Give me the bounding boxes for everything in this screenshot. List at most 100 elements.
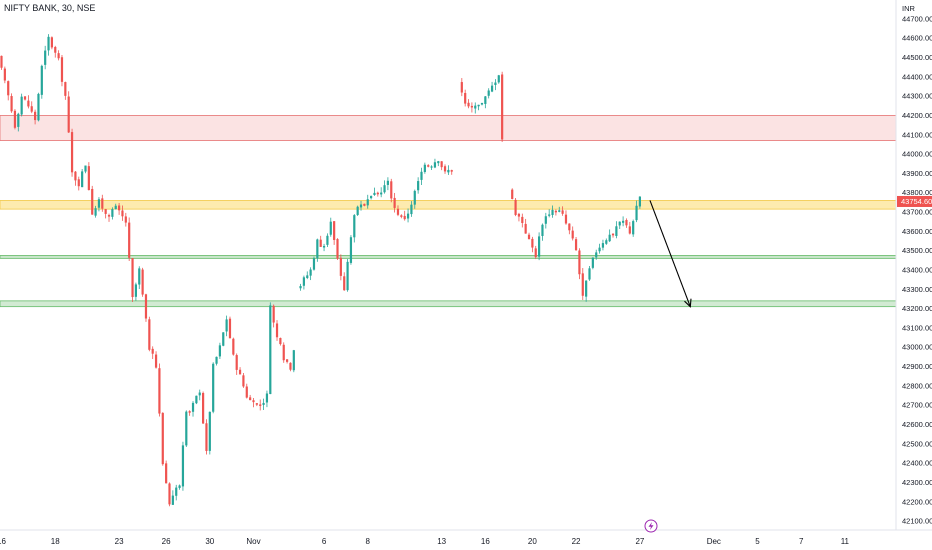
candle xyxy=(363,203,366,207)
candle-body xyxy=(57,53,60,59)
candle-body xyxy=(131,258,134,298)
lightning-bolt-icon[interactable] xyxy=(644,519,658,533)
candle xyxy=(430,165,433,170)
candle-body xyxy=(10,96,13,112)
candle xyxy=(396,205,400,217)
candle xyxy=(17,112,20,132)
candle xyxy=(386,177,389,191)
candle-body xyxy=(501,74,504,140)
candle xyxy=(198,389,201,401)
price-tick-label: 43600.00 xyxy=(902,227,932,236)
candle-body xyxy=(30,106,33,112)
time-tick-label: Dec xyxy=(707,537,721,546)
candle xyxy=(23,95,27,101)
price-tick-label: 43900.00 xyxy=(902,169,932,178)
candle-body xyxy=(144,294,148,319)
candle-body xyxy=(322,245,326,248)
time-axis[interactable]: 16 18 23 26 30 Nov 6 8 13 16 20 22 27 Dec 5 7 11 xyxy=(0,537,850,546)
candle xyxy=(622,216,625,227)
price-tick-label: 44400.00 xyxy=(902,72,932,81)
candle-body xyxy=(185,411,188,446)
candle xyxy=(30,101,33,114)
candle-body xyxy=(299,286,302,289)
candle xyxy=(538,232,541,261)
candle-body xyxy=(403,215,406,220)
candle xyxy=(447,165,450,175)
candle xyxy=(464,89,467,107)
candle-body xyxy=(245,386,248,398)
price-tick-label: 42300.00 xyxy=(902,478,932,487)
price-axis[interactable]: 42100.00 42200.00 42300.00 42400.00 42500.00… xyxy=(902,14,932,525)
candle-body xyxy=(376,192,379,195)
candle-body xyxy=(175,487,178,496)
candle-body xyxy=(632,221,635,235)
candle xyxy=(138,266,141,290)
candle xyxy=(228,316,232,339)
candle xyxy=(249,394,252,401)
candle-body xyxy=(17,113,20,127)
candle-body xyxy=(343,276,346,291)
candle xyxy=(67,91,70,133)
candle xyxy=(302,275,305,290)
candle xyxy=(151,346,154,360)
candle xyxy=(255,402,258,407)
candle xyxy=(272,304,275,328)
candle-body xyxy=(249,397,252,401)
candle-body xyxy=(370,196,373,199)
candle xyxy=(128,217,131,262)
candle-body xyxy=(282,344,285,361)
candle xyxy=(309,267,312,281)
price-tick-label: 43000.00 xyxy=(902,343,932,352)
candle-body xyxy=(0,55,3,68)
candle xyxy=(269,302,272,395)
candle-body xyxy=(420,171,423,180)
candle-body xyxy=(70,132,74,173)
candle-body xyxy=(474,105,477,109)
candle-body xyxy=(23,96,27,100)
candle xyxy=(514,197,517,217)
candle xyxy=(571,226,574,241)
candle xyxy=(370,195,373,200)
time-tick-label: 16 xyxy=(0,537,6,546)
time-tick-label: 27 xyxy=(635,537,644,546)
time-tick-label: 16 xyxy=(481,537,490,546)
candle-body xyxy=(302,277,305,286)
candle-body xyxy=(154,354,158,368)
candle-body xyxy=(618,221,621,226)
projection-arrow-head xyxy=(684,298,692,308)
candle xyxy=(225,315,228,337)
candle xyxy=(319,235,322,248)
candle xyxy=(581,268,584,301)
candle-body xyxy=(265,393,269,403)
candle-body xyxy=(326,235,329,245)
candle-body xyxy=(81,171,84,188)
candle xyxy=(279,337,282,346)
candle xyxy=(238,367,242,375)
candle-body xyxy=(487,90,490,96)
candle-body xyxy=(339,257,342,276)
candle-body xyxy=(588,268,591,280)
candle xyxy=(87,162,90,191)
last-price-tag: 43754.60 xyxy=(897,195,932,207)
candle-body xyxy=(286,359,289,362)
candle xyxy=(346,258,349,292)
candle xyxy=(605,238,608,245)
candle xyxy=(561,206,564,216)
price-tick-label: 42700.00 xyxy=(902,401,932,410)
candle-body xyxy=(527,234,531,240)
candle xyxy=(638,196,641,209)
candle xyxy=(333,220,336,245)
candle-body xyxy=(259,404,262,406)
candle xyxy=(558,206,561,213)
candle-body xyxy=(564,214,568,224)
candle-body xyxy=(34,111,37,121)
candle xyxy=(390,178,393,203)
candle xyxy=(47,34,50,56)
candle-body xyxy=(541,224,544,236)
candle xyxy=(393,192,396,213)
candle xyxy=(608,229,611,243)
candle xyxy=(427,164,430,168)
candle xyxy=(591,257,594,270)
candle-body xyxy=(423,164,426,172)
